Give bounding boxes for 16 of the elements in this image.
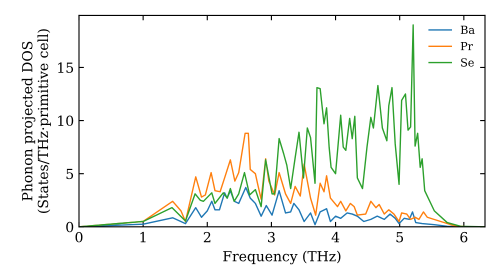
legend-label: Se <box>461 58 474 67</box>
legend-label: Pr <box>460 42 473 50</box>
x-tick-label: 6 <box>460 232 468 242</box>
y-tick-label: 15 <box>58 62 74 73</box>
y-tick-label: 5 <box>66 168 74 180</box>
x-tick-label: 1 <box>140 232 146 242</box>
y-tick-label: 0 <box>66 222 74 232</box>
x-axis-title: Frequency (THz) <box>223 250 340 264</box>
legend-label: Ba <box>460 26 475 34</box>
y-axis-title: Phonon projected DOS (States/THz·primitive cell) <box>22 29 51 213</box>
y-tick-label: 10 <box>58 116 74 126</box>
x-tick-label: 0 <box>75 232 82 242</box>
x-tick-label: 2 <box>204 232 210 242</box>
x-tick-label: 4 <box>332 232 340 242</box>
x-tick-label: 3 <box>268 232 275 242</box>
x-tick-label: 5 <box>396 232 404 242</box>
